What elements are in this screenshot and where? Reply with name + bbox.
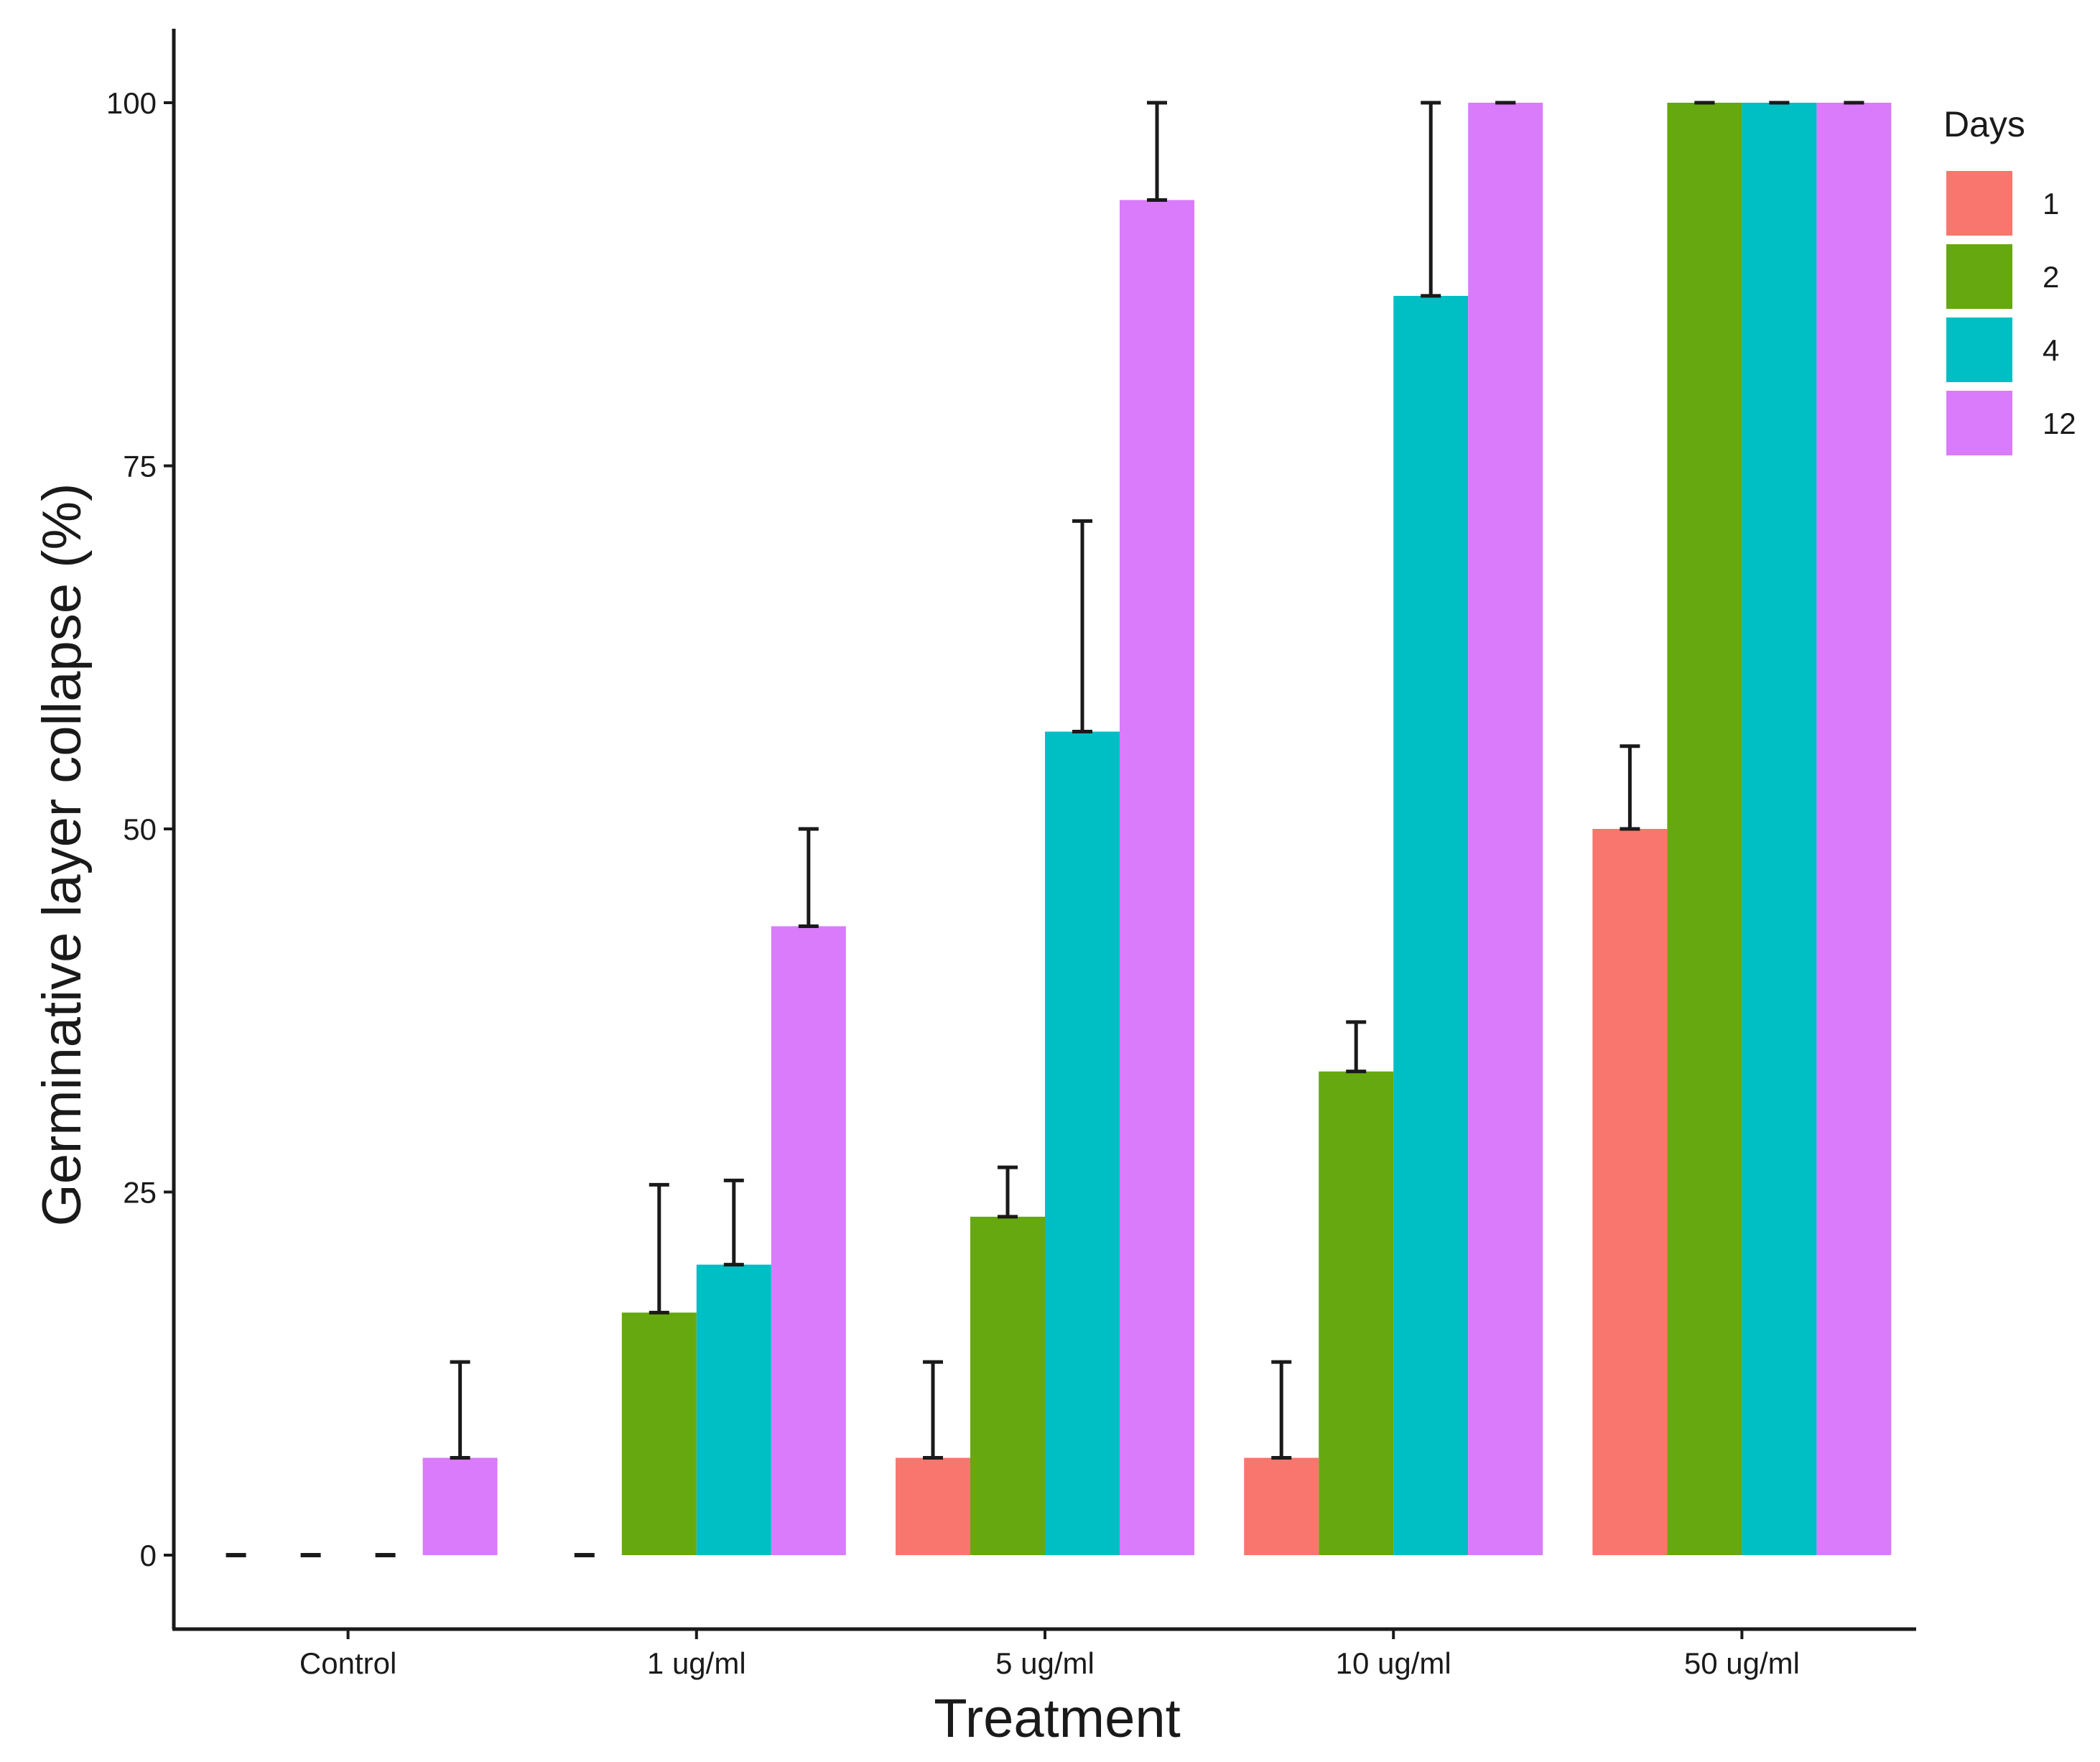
legend-label: 1 bbox=[2043, 187, 2059, 221]
bar bbox=[1667, 103, 1742, 1555]
legend-label: 4 bbox=[2043, 333, 2059, 367]
bar bbox=[771, 926, 846, 1555]
x-tick-label: 10 ug/ml bbox=[1336, 1646, 1451, 1680]
bar bbox=[1393, 295, 1469, 1555]
bar bbox=[970, 1216, 1045, 1555]
error-bars-layer bbox=[226, 101, 1864, 1557]
bar bbox=[1120, 200, 1194, 1555]
legend-label: 2 bbox=[2043, 260, 2059, 294]
bar bbox=[696, 1264, 771, 1555]
y-tick-label: 0 bbox=[140, 1539, 157, 1572]
y-tick-label: 25 bbox=[123, 1176, 157, 1210]
x-tick-label: 5 ug/ml bbox=[995, 1646, 1095, 1680]
legend-key bbox=[1946, 391, 2012, 455]
legend-key bbox=[1946, 317, 2012, 382]
bar bbox=[1742, 103, 1817, 1555]
legend-key bbox=[1946, 171, 2012, 236]
y-tick-label: 75 bbox=[123, 450, 157, 483]
y-tick-label: 100 bbox=[106, 86, 157, 120]
bar bbox=[1319, 1071, 1394, 1555]
bar bbox=[1468, 103, 1543, 1555]
bar bbox=[621, 1312, 697, 1555]
x-axis-title: Treatment bbox=[934, 1688, 1181, 1749]
bar bbox=[1244, 1457, 1319, 1555]
legend-label: 12 bbox=[2043, 407, 2076, 440]
x-ticks: Control 1 ug/ml 5 ug/ml 10 ug/ml 50 ug/ml bbox=[299, 1629, 1800, 1680]
bar bbox=[1592, 829, 1668, 1555]
x-tick-label: 50 ug/ml bbox=[1684, 1646, 1800, 1680]
x-tick-label: Control bbox=[299, 1646, 396, 1680]
bar bbox=[422, 1457, 498, 1555]
y-tick-label: 50 bbox=[123, 812, 157, 846]
legend-title: Days bbox=[1943, 104, 2025, 144]
bar bbox=[1045, 731, 1120, 1555]
bars-layer bbox=[422, 103, 1892, 1555]
bar bbox=[896, 1457, 970, 1555]
legend-key bbox=[1946, 244, 2012, 309]
bar bbox=[1816, 103, 1892, 1555]
y-axis-title: Germinative layer collapse (%) bbox=[32, 483, 93, 1227]
x-tick-label: 1 ug/ml bbox=[647, 1646, 746, 1680]
y-ticks: 0 25 50 75 100 bbox=[106, 86, 174, 1572]
